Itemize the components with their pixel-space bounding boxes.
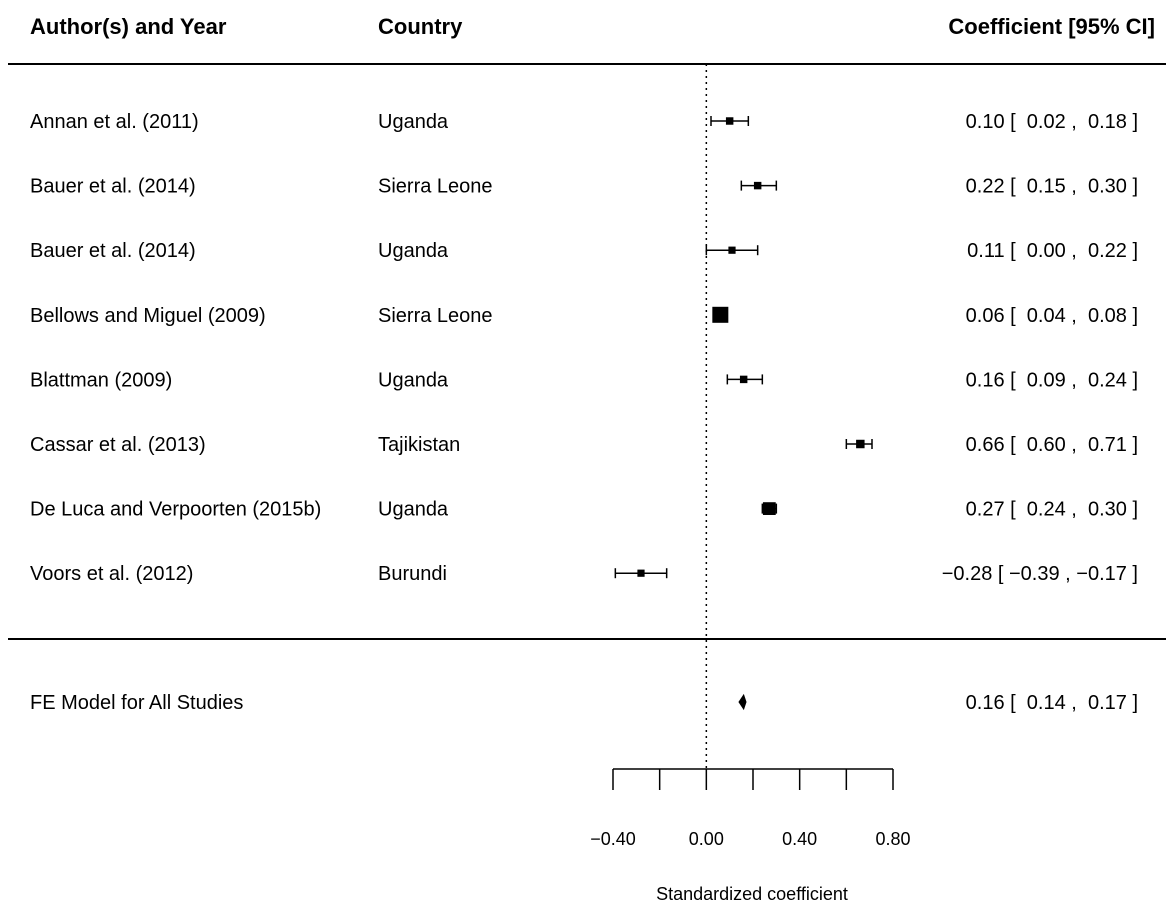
study-author: Voors et al. (2012) xyxy=(30,563,193,585)
study-row: Annan et al. (2011) Uganda 0.10 [ 0.02 , 0… xyxy=(30,111,1138,133)
study-country: Tajikistan xyxy=(378,434,460,456)
country-header: Country xyxy=(378,14,463,39)
study-author: De Luca and Verpoorten (2015b) xyxy=(30,499,321,521)
study-country: Uganda xyxy=(378,369,449,391)
study-country: Uganda xyxy=(378,499,449,521)
x-tick-label: −0.40 xyxy=(590,829,636,849)
study-country: Uganda xyxy=(378,240,449,262)
study-estimate-text: 0.22 [ 0.15 , 0.30 ] xyxy=(966,176,1138,198)
study-estimate-text: 0.06 [ 0.04 , 0.08 ] xyxy=(966,305,1138,327)
point-estimate-square xyxy=(762,502,776,515)
study-country: Uganda xyxy=(378,111,449,133)
summary-estimate-text: 0.16 [ 0.14 , 0.17 ] xyxy=(966,692,1138,714)
study-rows: Annan et al. (2011) Uganda 0.10 [ 0.02 , 0… xyxy=(30,111,1138,585)
study-estimate-text: 0.10 [ 0.02 , 0.18 ] xyxy=(966,111,1138,133)
study-row: Bellows and Miguel (2009) Sierra Leone 0.0… xyxy=(30,305,1138,327)
estimate-header: Coefficient [95% CI] xyxy=(948,14,1155,39)
column-headers: Author(s) and Year Country Coefficient [… xyxy=(30,14,1155,39)
study-row: Voors et al. (2012) Burundi −0.28 [ −0.39 … xyxy=(30,563,1138,585)
point-estimate-square xyxy=(712,306,729,323)
study-author: Cassar et al. (2013) xyxy=(30,434,206,456)
point-estimate-square xyxy=(739,375,748,384)
x-axis: −0.40 0.00 0.40 0.80 xyxy=(590,768,911,849)
study-row: Bauer et al. (2014) Sierra Leone 0.22 [ 0.… xyxy=(30,176,1138,198)
study-row: De Luca and Verpoorten (2015b) Uganda 0.27… xyxy=(30,499,1138,521)
point-estimate-square xyxy=(728,246,736,254)
study-row: Bauer et al. (2014) Uganda 0.11 [ 0.00 , 0… xyxy=(30,240,1138,262)
study-row: Blattman (2009) Uganda 0.16 [ 0.09 , 0.24 … xyxy=(30,369,1138,391)
study-estimate-text: 0.16 [ 0.09 , 0.24 ] xyxy=(966,369,1138,391)
study-estimate-text: −0.28 [ −0.39 , −0.17 ] xyxy=(942,563,1138,585)
point-estimate-square xyxy=(725,117,734,125)
study-author: Annan et al. (2011) xyxy=(30,111,199,133)
study-estimate-text: 0.11 [ 0.00 , 0.22 ] xyxy=(967,240,1138,262)
x-tick-label: 0.40 xyxy=(782,829,817,849)
study-country: Sierra Leone xyxy=(378,176,493,198)
study-estimate-text: 0.66 [ 0.60 , 0.71 ] xyxy=(966,434,1138,456)
summary-label: FE Model for All Studies xyxy=(30,692,243,714)
point-estimate-square xyxy=(856,439,865,449)
summary-row: FE Model for All Studies 0.16 [ 0.14 , 0.… xyxy=(30,692,1138,714)
study-country: Burundi xyxy=(378,563,447,585)
study-author: Bellows and Miguel (2009) xyxy=(30,305,266,327)
x-axis-label: Standardized coefficient xyxy=(656,884,848,904)
study-author: Bauer et al. (2014) xyxy=(30,176,196,198)
x-tick-label: 0.80 xyxy=(875,829,910,849)
point-estimate-square xyxy=(753,181,762,190)
author-header: Author(s) and Year xyxy=(30,14,227,39)
point-estimate-square xyxy=(637,569,645,577)
study-author: Bauer et al. (2014) xyxy=(30,240,196,262)
study-estimate-text: 0.27 [ 0.24 , 0.30 ] xyxy=(966,499,1138,521)
study-row: Cassar et al. (2013) Tajikistan 0.66 [ 0.6… xyxy=(30,434,1138,456)
study-country: Sierra Leone xyxy=(378,305,493,327)
summary-diamond xyxy=(738,693,747,711)
study-author: Blattman (2009) xyxy=(30,369,172,391)
x-tick-label: 0.00 xyxy=(689,829,724,849)
